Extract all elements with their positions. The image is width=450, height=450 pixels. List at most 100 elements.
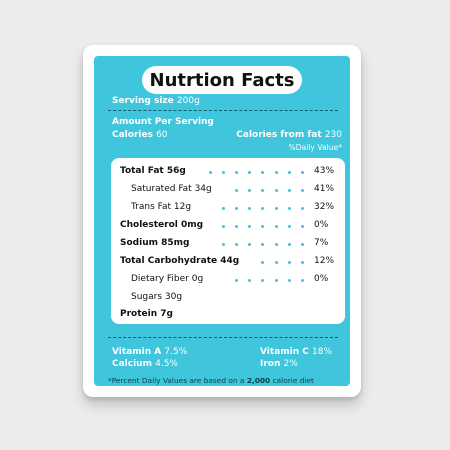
leader-dot xyxy=(261,171,265,174)
footnote: *Percent Daily Values are based on a 2,0… xyxy=(108,376,344,385)
serving-size-value: 200g xyxy=(176,96,200,106)
leader-dot xyxy=(221,243,225,246)
calories-value: 60 xyxy=(156,130,168,140)
calories-label: Calories xyxy=(112,130,153,140)
leader-dot xyxy=(248,243,252,246)
title-pill: Nutrtion Facts xyxy=(142,66,302,94)
leader-dot xyxy=(274,261,278,264)
leader-dot xyxy=(261,261,265,264)
leader-dot xyxy=(261,243,265,246)
leader-dot xyxy=(221,171,225,174)
nutrient-name: Saturated Fat 34g xyxy=(131,184,212,194)
leader-dot xyxy=(301,225,304,228)
leader-dot xyxy=(274,243,278,246)
table-row: Total Fat 56g 43% xyxy=(111,166,345,180)
nutrient-percent: 43% xyxy=(314,166,335,176)
page-title: Nutrtion Facts xyxy=(149,69,295,91)
nutrient-name: Sugars 30g xyxy=(131,292,183,302)
nutrient-name: Dietary Fiber 0g xyxy=(131,274,204,284)
serving-size: Serving size 200g xyxy=(112,96,200,106)
leader-dot xyxy=(301,279,304,282)
nutrient-table: Total Fat 56g 43% Saturated Fat 34g 41% … xyxy=(111,158,345,324)
leader-dot xyxy=(248,171,252,174)
leader-dot xyxy=(287,207,291,210)
calcium: Calcium 4.5% xyxy=(112,359,178,369)
amount-per-serving: Amount Per Serving xyxy=(112,117,214,127)
leader-dot xyxy=(235,279,238,282)
leader-dot xyxy=(261,225,265,228)
table-row: Sugars 30g xyxy=(111,292,345,306)
divider-top xyxy=(108,110,338,111)
leader-dot xyxy=(301,171,304,174)
leader-dot xyxy=(274,279,278,282)
divider-bottom xyxy=(108,337,338,338)
nutrient-name: Protein 7g xyxy=(120,309,173,319)
leader-dot xyxy=(301,243,304,246)
table-row: Cholesterol 0mg 0% xyxy=(111,220,345,234)
leader-dot xyxy=(248,189,252,192)
leader-dot xyxy=(301,207,304,210)
footnote-after: calorie diet xyxy=(272,376,314,385)
leader-dot xyxy=(287,279,291,282)
leader-dot xyxy=(248,207,252,210)
nutrient-percent: 0% xyxy=(314,274,329,284)
table-row: Protein 7g xyxy=(111,309,345,323)
daily-value-header: %Daily Value* xyxy=(288,143,343,152)
footnote-highlight: 2,000 xyxy=(246,376,271,385)
calories-from-fat: Calories from fat 230 xyxy=(236,130,342,140)
table-row: Saturated Fat 34g 41% xyxy=(111,184,345,198)
leader-dot xyxy=(301,189,304,192)
nutrient-percent: 12% xyxy=(314,256,335,266)
leader-dot xyxy=(208,171,212,174)
leader-dot xyxy=(287,189,291,192)
table-row: Sodium 85mg 7% xyxy=(111,238,345,252)
iron-value: 2% xyxy=(283,359,298,369)
leader-dot xyxy=(248,279,252,282)
leader-dot xyxy=(287,243,291,246)
leader-dot xyxy=(235,243,238,246)
calories-from-fat-label: Calories from fat xyxy=(236,130,322,140)
nutrient-percent: 0% xyxy=(314,220,329,230)
vitamin-a-value: 7.5% xyxy=(164,347,188,357)
nutrient-percent: 7% xyxy=(314,238,329,248)
table-row: Dietary Fiber 0g 0% xyxy=(111,274,345,288)
leader-dot xyxy=(261,189,265,192)
leader-dot xyxy=(221,225,225,228)
leader-dot xyxy=(235,189,238,192)
serving-size-label: Serving size xyxy=(112,96,174,106)
leader-dot xyxy=(248,225,252,228)
leader-dot xyxy=(235,225,238,228)
table-row: Trans Fat 12g 32% xyxy=(111,202,345,216)
calcium-value: 4.5% xyxy=(155,359,178,369)
iron-label: Iron xyxy=(260,359,281,369)
nutrition-panel: Nutrtion Facts Serving size 200g Amount … xyxy=(94,56,350,386)
vitamin-c-label: Vitamin C xyxy=(260,347,309,357)
leader-dot xyxy=(287,225,291,228)
calories: Calories 60 xyxy=(112,130,168,140)
nutrient-name: Total Fat 56g xyxy=(120,166,186,176)
vitamin-a: Vitamin A 7.5% xyxy=(112,347,187,357)
nutrient-name: Total Carbohydrate 44g xyxy=(120,256,240,266)
leader-dot xyxy=(301,261,304,264)
leader-dot xyxy=(261,207,265,210)
nutrient-percent: 32% xyxy=(314,202,335,212)
nutrient-name: Sodium 85mg xyxy=(120,238,190,248)
nutrient-name: Trans Fat 12g xyxy=(131,202,192,212)
table-row: Total Carbohydrate 44g 12% xyxy=(111,256,345,270)
leader-dot xyxy=(287,171,291,174)
leader-dot xyxy=(235,171,238,174)
leader-dot xyxy=(274,225,278,228)
leader-dot xyxy=(274,189,278,192)
nutrient-name: Cholesterol 0mg xyxy=(120,220,204,230)
leader-dot xyxy=(287,261,291,264)
nutrient-percent: 41% xyxy=(314,184,335,194)
leader-dot xyxy=(274,171,278,174)
calcium-label: Calcium xyxy=(112,359,152,369)
iron: Iron 2% xyxy=(260,359,298,369)
leader-dot xyxy=(235,207,238,210)
calories-from-fat-value: 230 xyxy=(324,130,342,140)
leader-dot xyxy=(221,207,225,210)
leader-dot xyxy=(274,207,278,210)
vitamin-c-value: 18% xyxy=(312,347,333,357)
leader-dot xyxy=(261,279,265,282)
